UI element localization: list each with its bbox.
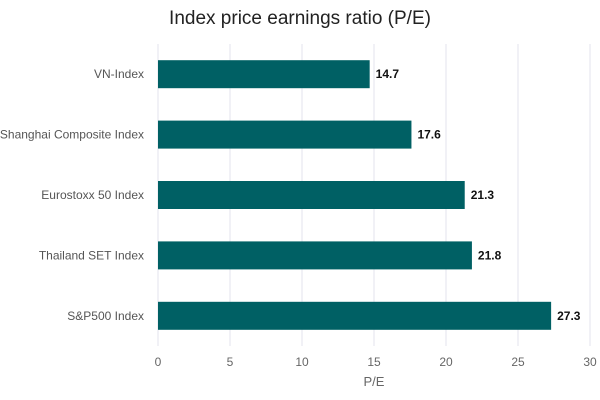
data-label: 27.3 — [557, 309, 581, 323]
category-label: Shanghai Composite Index — [0, 128, 144, 142]
x-tick-label: 5 — [227, 355, 234, 369]
category-label: S&P500 Index — [67, 309, 144, 323]
bars — [158, 60, 552, 330]
labels: 0 5 10 15 20 25 30 VN-Index 14.7 Shanghai Composi… — [0, 67, 597, 369]
x-tick-label: 15 — [367, 355, 381, 369]
data-label: 17.6 — [417, 128, 441, 142]
bar — [158, 181, 465, 209]
category-label: VN-Index — [94, 67, 144, 81]
data-label: 21.8 — [478, 248, 502, 262]
category-label: Thailand SET Index — [39, 248, 144, 262]
x-tick-label: 0 — [155, 355, 162, 369]
x-axis-title: P/E — [364, 374, 385, 389]
bar — [158, 120, 412, 149]
bar — [158, 301, 552, 330]
bar — [158, 241, 472, 270]
x-tick-label: 10 — [295, 355, 309, 369]
bar — [158, 60, 370, 89]
data-label: 14.7 — [376, 67, 400, 81]
category-label: Eurostoxx 50 Index — [41, 188, 144, 202]
x-tick-label: 20 — [439, 355, 453, 369]
data-label: 21.3 — [471, 188, 495, 202]
x-tick-label: 25 — [511, 355, 525, 369]
x-tick-label: 30 — [583, 355, 597, 369]
chart-title: Index price earnings ratio (P/E) — [169, 8, 431, 29]
